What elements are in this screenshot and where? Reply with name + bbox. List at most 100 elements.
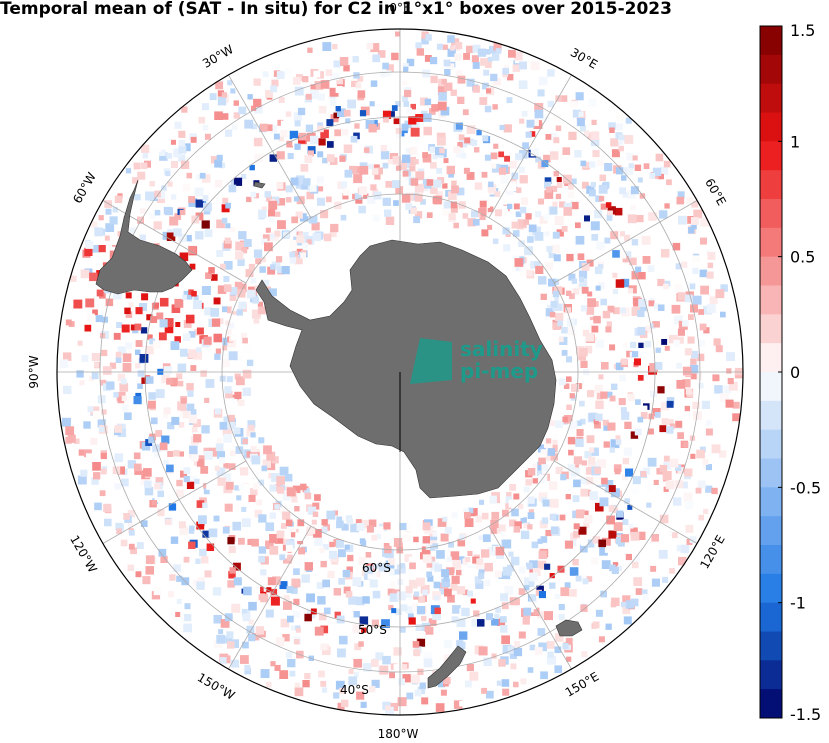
data-cell <box>416 606 426 615</box>
data-cell <box>502 644 512 654</box>
data-cell <box>100 452 107 460</box>
data-cell <box>285 544 293 552</box>
data-cell <box>571 201 579 210</box>
data-cell <box>251 633 260 641</box>
data-cell <box>608 505 616 512</box>
data-cell <box>586 307 595 315</box>
data-cell <box>199 548 207 557</box>
data-cell <box>92 309 98 316</box>
data-cell <box>659 514 669 524</box>
data-cell <box>292 228 299 235</box>
data-cell <box>223 473 232 482</box>
data-cell <box>199 172 206 179</box>
data-cell <box>693 209 703 219</box>
data-cell <box>658 549 668 559</box>
data-cell <box>382 162 389 169</box>
data-cell <box>481 687 487 694</box>
data-cell <box>690 304 698 313</box>
data-cell <box>655 347 661 353</box>
data-cell <box>571 178 577 185</box>
data-cell <box>231 305 238 312</box>
data-cell <box>519 118 525 124</box>
data-cell <box>502 688 510 696</box>
data-cell <box>335 86 343 93</box>
data-cell <box>241 518 251 528</box>
data-cell <box>294 506 300 512</box>
data-cell <box>552 439 558 445</box>
data-cell <box>127 521 134 528</box>
data-cell <box>233 112 240 119</box>
data-cell <box>727 378 734 385</box>
data-cell <box>579 418 586 425</box>
data-cell <box>625 117 632 124</box>
data-cell <box>624 498 630 504</box>
data-cell <box>527 496 535 504</box>
data-cell <box>467 218 476 227</box>
data-cell <box>229 287 238 295</box>
data-cell <box>218 629 224 635</box>
data-cell <box>366 42 374 50</box>
data-cell <box>669 458 679 468</box>
data-cell <box>271 261 281 271</box>
data-cell <box>109 216 118 225</box>
data-cell <box>661 402 670 411</box>
data-cell <box>472 85 480 93</box>
data-cell <box>203 447 210 454</box>
data-cell <box>404 554 413 562</box>
data-cell <box>424 625 431 632</box>
data-cell <box>369 579 378 588</box>
data-cell <box>586 576 593 582</box>
data-cell <box>269 154 277 162</box>
data-cell <box>422 522 431 531</box>
data-cell <box>215 443 224 451</box>
data-cell <box>372 590 381 599</box>
data-cell <box>96 289 104 297</box>
data-cell <box>296 559 303 567</box>
data-cell <box>493 143 499 149</box>
data-cell <box>188 289 194 295</box>
data-cell <box>591 325 599 333</box>
data-cell <box>216 438 222 444</box>
data-cell <box>242 641 249 649</box>
data-cell <box>590 182 596 188</box>
data-cell <box>627 168 634 175</box>
data-cell <box>606 215 613 221</box>
data-cell <box>610 231 619 240</box>
data-cell <box>697 480 706 489</box>
data-cell <box>515 262 524 272</box>
data-cell <box>438 92 447 101</box>
data-cell <box>240 467 249 476</box>
data-cell <box>367 570 377 580</box>
data-cell <box>282 511 291 520</box>
data-cell <box>579 400 585 407</box>
data-cell <box>527 236 534 243</box>
data-cell <box>647 428 654 435</box>
data-cell <box>598 195 605 202</box>
data-cell <box>492 104 498 110</box>
data-cell <box>94 502 102 511</box>
data-cell <box>414 689 422 697</box>
data-cell <box>213 615 222 624</box>
data-cell <box>357 90 366 98</box>
data-cell <box>388 558 395 566</box>
data-cell <box>602 419 609 426</box>
data-cell <box>401 95 408 102</box>
data-cell <box>673 497 682 506</box>
data-cell <box>518 166 525 173</box>
data-cell <box>149 338 156 345</box>
data-cell <box>285 68 292 75</box>
data-cell <box>179 526 189 536</box>
data-cell <box>448 172 454 178</box>
data-cell <box>546 245 553 252</box>
data-cell <box>596 159 604 167</box>
data-cell <box>455 122 463 130</box>
data-cell <box>551 185 558 192</box>
data-cell <box>707 262 714 269</box>
data-cell <box>514 258 524 267</box>
data-cell <box>489 45 497 54</box>
data-cell <box>568 184 574 190</box>
data-cell <box>401 194 411 203</box>
data-cell <box>356 596 365 606</box>
data-cell <box>404 591 412 598</box>
data-cell <box>230 639 239 648</box>
